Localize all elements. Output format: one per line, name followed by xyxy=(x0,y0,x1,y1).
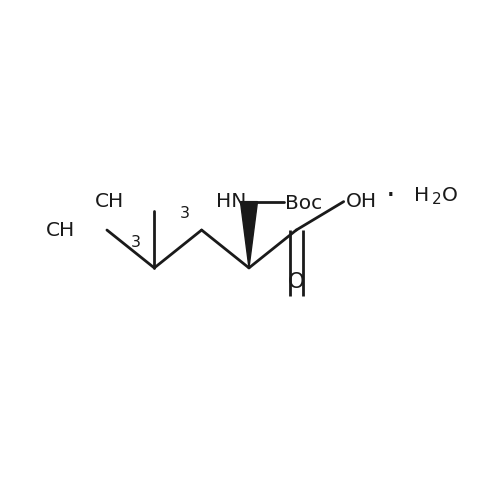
Text: 3: 3 xyxy=(180,206,190,221)
Text: 2: 2 xyxy=(432,192,441,207)
Text: ·: · xyxy=(386,182,396,211)
Text: Boc: Boc xyxy=(285,194,322,214)
Text: O: O xyxy=(288,272,305,292)
Text: OH: OH xyxy=(346,192,377,211)
Text: 3: 3 xyxy=(130,235,140,250)
Text: CH: CH xyxy=(95,192,125,211)
Text: HN: HN xyxy=(216,192,247,211)
Text: CH: CH xyxy=(46,220,75,240)
Text: O: O xyxy=(442,186,458,205)
Polygon shape xyxy=(240,202,258,268)
Text: H: H xyxy=(414,186,429,205)
